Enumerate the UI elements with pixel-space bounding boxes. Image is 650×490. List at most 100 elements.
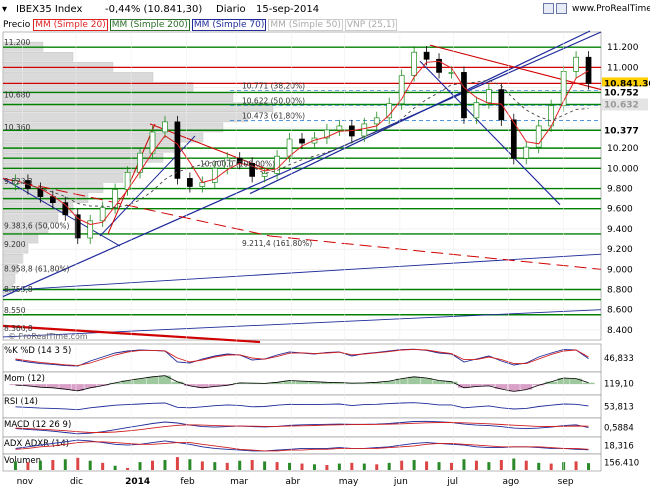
- volume-bar: [163, 459, 167, 470]
- volume-bar: [126, 467, 130, 470]
- momentum-area: [96, 384, 109, 386]
- red-trendline-rise: [107, 123, 156, 235]
- price-candle: [336, 125, 343, 131]
- momentum-area: [520, 384, 533, 390]
- price-candle: [373, 117, 380, 125]
- x-tick-label: sep: [558, 477, 574, 487]
- momentum-area: [146, 376, 159, 385]
- momentum-area: [196, 384, 209, 388]
- y-tick-label: 9.800: [607, 185, 633, 195]
- level-label: 8.550: [4, 306, 26, 315]
- price-candle: [87, 220, 94, 239]
- volume-bar: [437, 462, 441, 470]
- momentum-area: [308, 381, 321, 385]
- price-candle: [249, 162, 256, 177]
- price-candle: [324, 129, 330, 139]
- volume-bar: [138, 462, 142, 470]
- volume-bar: [88, 460, 92, 470]
- volume-bar: [175, 457, 179, 470]
- volume-panel-value: 156.410: [604, 459, 639, 469]
- volume-bar: [549, 463, 553, 470]
- x-tick-label: abr: [285, 477, 300, 487]
- volume-bar: [101, 462, 105, 470]
- momentum-area: [71, 384, 84, 391]
- ma200-line: [15, 79, 589, 208]
- x-tick-label: jun: [393, 477, 408, 487]
- price-candle: [510, 119, 517, 159]
- price-candle: [49, 196, 56, 204]
- momentum-area: [233, 382, 246, 385]
- volume-bar: [76, 457, 80, 470]
- momentum-area: [221, 384, 234, 386]
- arrow-down-icon[interactable]: [543, 3, 554, 14]
- price-candle: [112, 189, 118, 209]
- momentum-area: [495, 384, 508, 389]
- level-label: 8.366,8: [4, 324, 33, 333]
- site-label: www.ProRealTime.com: [572, 4, 650, 14]
- momentum-area: [320, 382, 333, 385]
- price-candle: [99, 207, 106, 222]
- volume-bar: [524, 460, 528, 470]
- y-tick-label: 8.400: [607, 326, 633, 336]
- red-trendline-thick: [2, 324, 261, 344]
- volume-bar: [225, 462, 229, 470]
- volume-bar: [587, 463, 591, 470]
- change-label: -0,44% (10.841,30): [105, 4, 203, 15]
- price-candle: [386, 103, 393, 119]
- adx-panel-value: 18,316: [604, 442, 634, 452]
- ADX-line: [15, 439, 589, 452]
- rsi-panel-value-box: [602, 401, 648, 413]
- legend-ma50: MM (Simple 50): [268, 19, 343, 31]
- price-candle: [12, 180, 19, 185]
- stochastic-panel-value: 46,833: [604, 354, 634, 364]
- volume-profile-bar: [2, 51, 74, 62]
- volume-bar: [113, 465, 117, 470]
- volume-profile-bar: [2, 132, 204, 143]
- volume-bar: [537, 462, 541, 470]
- price-candle: [274, 155, 280, 174]
- volume-bar: [200, 461, 204, 470]
- level-label: 11.200: [4, 38, 30, 47]
- momentum-area: [470, 384, 483, 387]
- menu-arrow-icon[interactable]: ▾: [2, 4, 8, 15]
- level-label: 8.958,8 (61,80%): [4, 264, 70, 273]
- arrow-up-icon[interactable]: [556, 3, 567, 14]
- volume-profile-bar: [2, 102, 274, 112]
- legend-price: Precio: [3, 20, 31, 30]
- momentum-area: [46, 384, 59, 388]
- volume-profile-bar: [2, 213, 59, 224]
- price-candle: [224, 157, 231, 169]
- volume-bar: [487, 462, 491, 470]
- y-tick-label: 11.200: [607, 43, 639, 53]
- macd-panel-value-box: [602, 422, 648, 434]
- volume-bar: [263, 461, 267, 470]
- momentum-area: [59, 384, 72, 390]
- price-candle: [361, 123, 368, 137]
- volume-bar: [188, 459, 192, 470]
- x-tick-label: feb: [180, 477, 195, 487]
- volume-profile-bar: [2, 264, 19, 274]
- y-tick-label: 9.000: [607, 265, 633, 275]
- level-label: 9.383,6 (50,00%): [4, 222, 70, 231]
- x-tick-label: mar: [230, 477, 248, 487]
- volume-bar: [26, 462, 30, 470]
- momentum-area: [296, 381, 308, 385]
- price-candle: [299, 138, 305, 144]
- volume-profile-bar: [2, 112, 249, 123]
- momentum-area: [507, 384, 520, 392]
- rsi-panel-title: RSI (14): [4, 397, 38, 407]
- volume-panel: Volumen 156.410: [2, 453, 648, 472]
- momentum-area: [445, 381, 458, 385]
- momentum-line: [15, 375, 589, 392]
- legend-ma70: MM (Simple 70): [191, 19, 267, 31]
- y-tick-label: 10.200: [607, 144, 639, 154]
- momentum-area: [171, 381, 184, 385]
- price-panel[interactable]: 8.400 8.600 8.800 9.000 9.200 9.400 9.600 9.800…: [2, 30, 650, 344]
- price-candle: [162, 121, 168, 133]
- x-tick-label: jul: [446, 477, 458, 487]
- stochastic-panel-frame: [2, 343, 602, 373]
- volume-profile-bar: [2, 243, 29, 254]
- momentum-area: [208, 384, 221, 387]
- price-candle: [398, 75, 405, 105]
